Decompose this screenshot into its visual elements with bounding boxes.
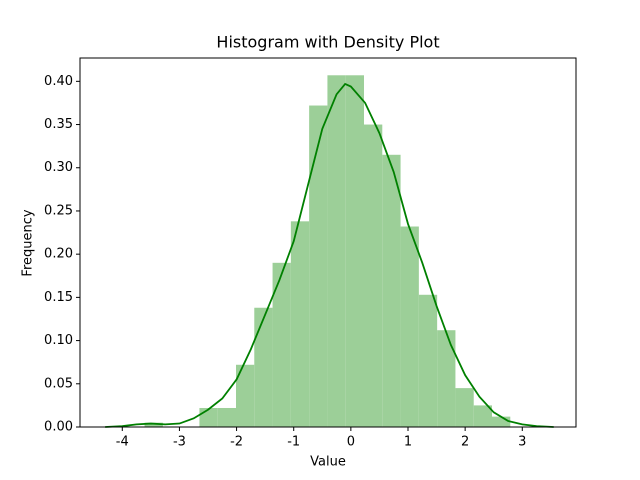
x-tick-label: -1 bbox=[287, 435, 300, 450]
x-axis-label: Value bbox=[310, 455, 346, 470]
y-axis-label: Frequency bbox=[21, 209, 36, 276]
chart-title: Histogram with Density Plot bbox=[216, 33, 439, 52]
bar bbox=[473, 405, 492, 427]
y-tick-label: 0.20 bbox=[44, 247, 73, 262]
bar bbox=[382, 154, 401, 428]
x-tick-label: 3 bbox=[518, 435, 526, 450]
bar bbox=[199, 407, 218, 427]
bar bbox=[437, 330, 456, 427]
bar bbox=[236, 364, 255, 427]
y-tick-label: 0.15 bbox=[44, 290, 73, 305]
y-tick-label: 0.30 bbox=[44, 160, 73, 175]
bar bbox=[144, 422, 163, 427]
x-tick-label: -4 bbox=[116, 435, 129, 450]
bar bbox=[364, 124, 383, 427]
bar bbox=[327, 75, 346, 427]
bar bbox=[217, 407, 236, 427]
y-tick-label: 0.40 bbox=[44, 74, 73, 89]
bar bbox=[272, 262, 291, 427]
y-tick-label: 0.05 bbox=[44, 376, 73, 391]
bar bbox=[309, 105, 328, 428]
y-tick-label: 0.35 bbox=[44, 117, 73, 132]
x-tick-label: -2 bbox=[230, 435, 243, 450]
bar bbox=[455, 388, 474, 427]
bar bbox=[418, 294, 438, 427]
bar bbox=[400, 226, 419, 427]
bar bbox=[492, 416, 511, 427]
y-tick-label: 0.10 bbox=[44, 333, 73, 348]
y-tick-label: 0.00 bbox=[44, 420, 73, 435]
x-tick-label: 0 bbox=[347, 435, 355, 450]
bar bbox=[290, 221, 310, 427]
y-tick-label: 0.25 bbox=[44, 203, 73, 218]
density-line bbox=[105, 82, 554, 428]
x-tick-label: 1 bbox=[404, 435, 412, 450]
x-tick-label: 2 bbox=[461, 435, 469, 450]
plot-frame bbox=[79, 57, 577, 428]
bar bbox=[345, 75, 364, 427]
x-tick-label: -3 bbox=[173, 435, 186, 450]
bar bbox=[254, 307, 273, 427]
